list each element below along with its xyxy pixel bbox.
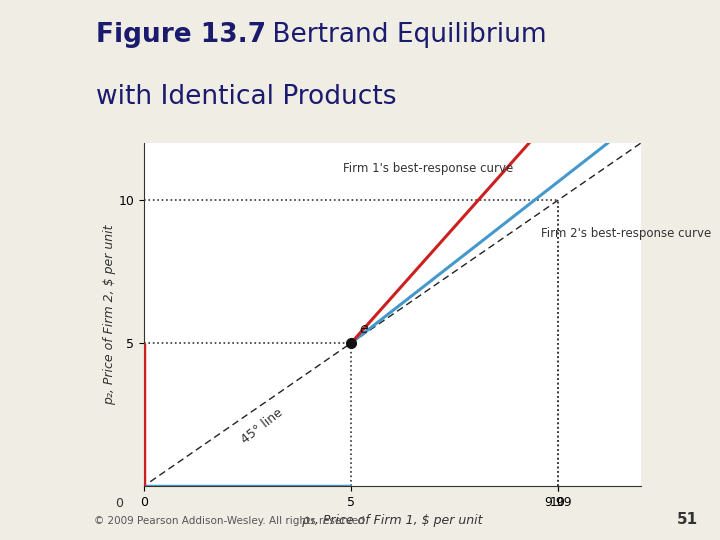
Y-axis label: p₂, Price of Firm 2, $ per unit: p₂, Price of Firm 2, $ per unit <box>103 224 116 405</box>
Text: Figure 13.7: Figure 13.7 <box>96 22 266 49</box>
Text: © 2009 Pearson Addison-Wesley. All rights reserved.: © 2009 Pearson Addison-Wesley. All right… <box>94 516 368 526</box>
Text: 0: 0 <box>115 497 123 510</box>
Text: Firm 1's best-response curve: Firm 1's best-response curve <box>343 161 513 174</box>
X-axis label: ρ₁, Price of Firm 1, $ per unit: ρ₁, Price of Firm 1, $ per unit <box>302 514 482 527</box>
Text: Firm 2's best-response curve: Firm 2's best-response curve <box>541 227 711 240</box>
Text: e: e <box>359 322 368 336</box>
Text: with Identical Products: with Identical Products <box>96 84 396 111</box>
Text: Bertrand Equilibrium: Bertrand Equilibrium <box>264 22 547 49</box>
Text: 51: 51 <box>678 511 698 526</box>
Text: 45° line: 45° line <box>239 406 286 446</box>
